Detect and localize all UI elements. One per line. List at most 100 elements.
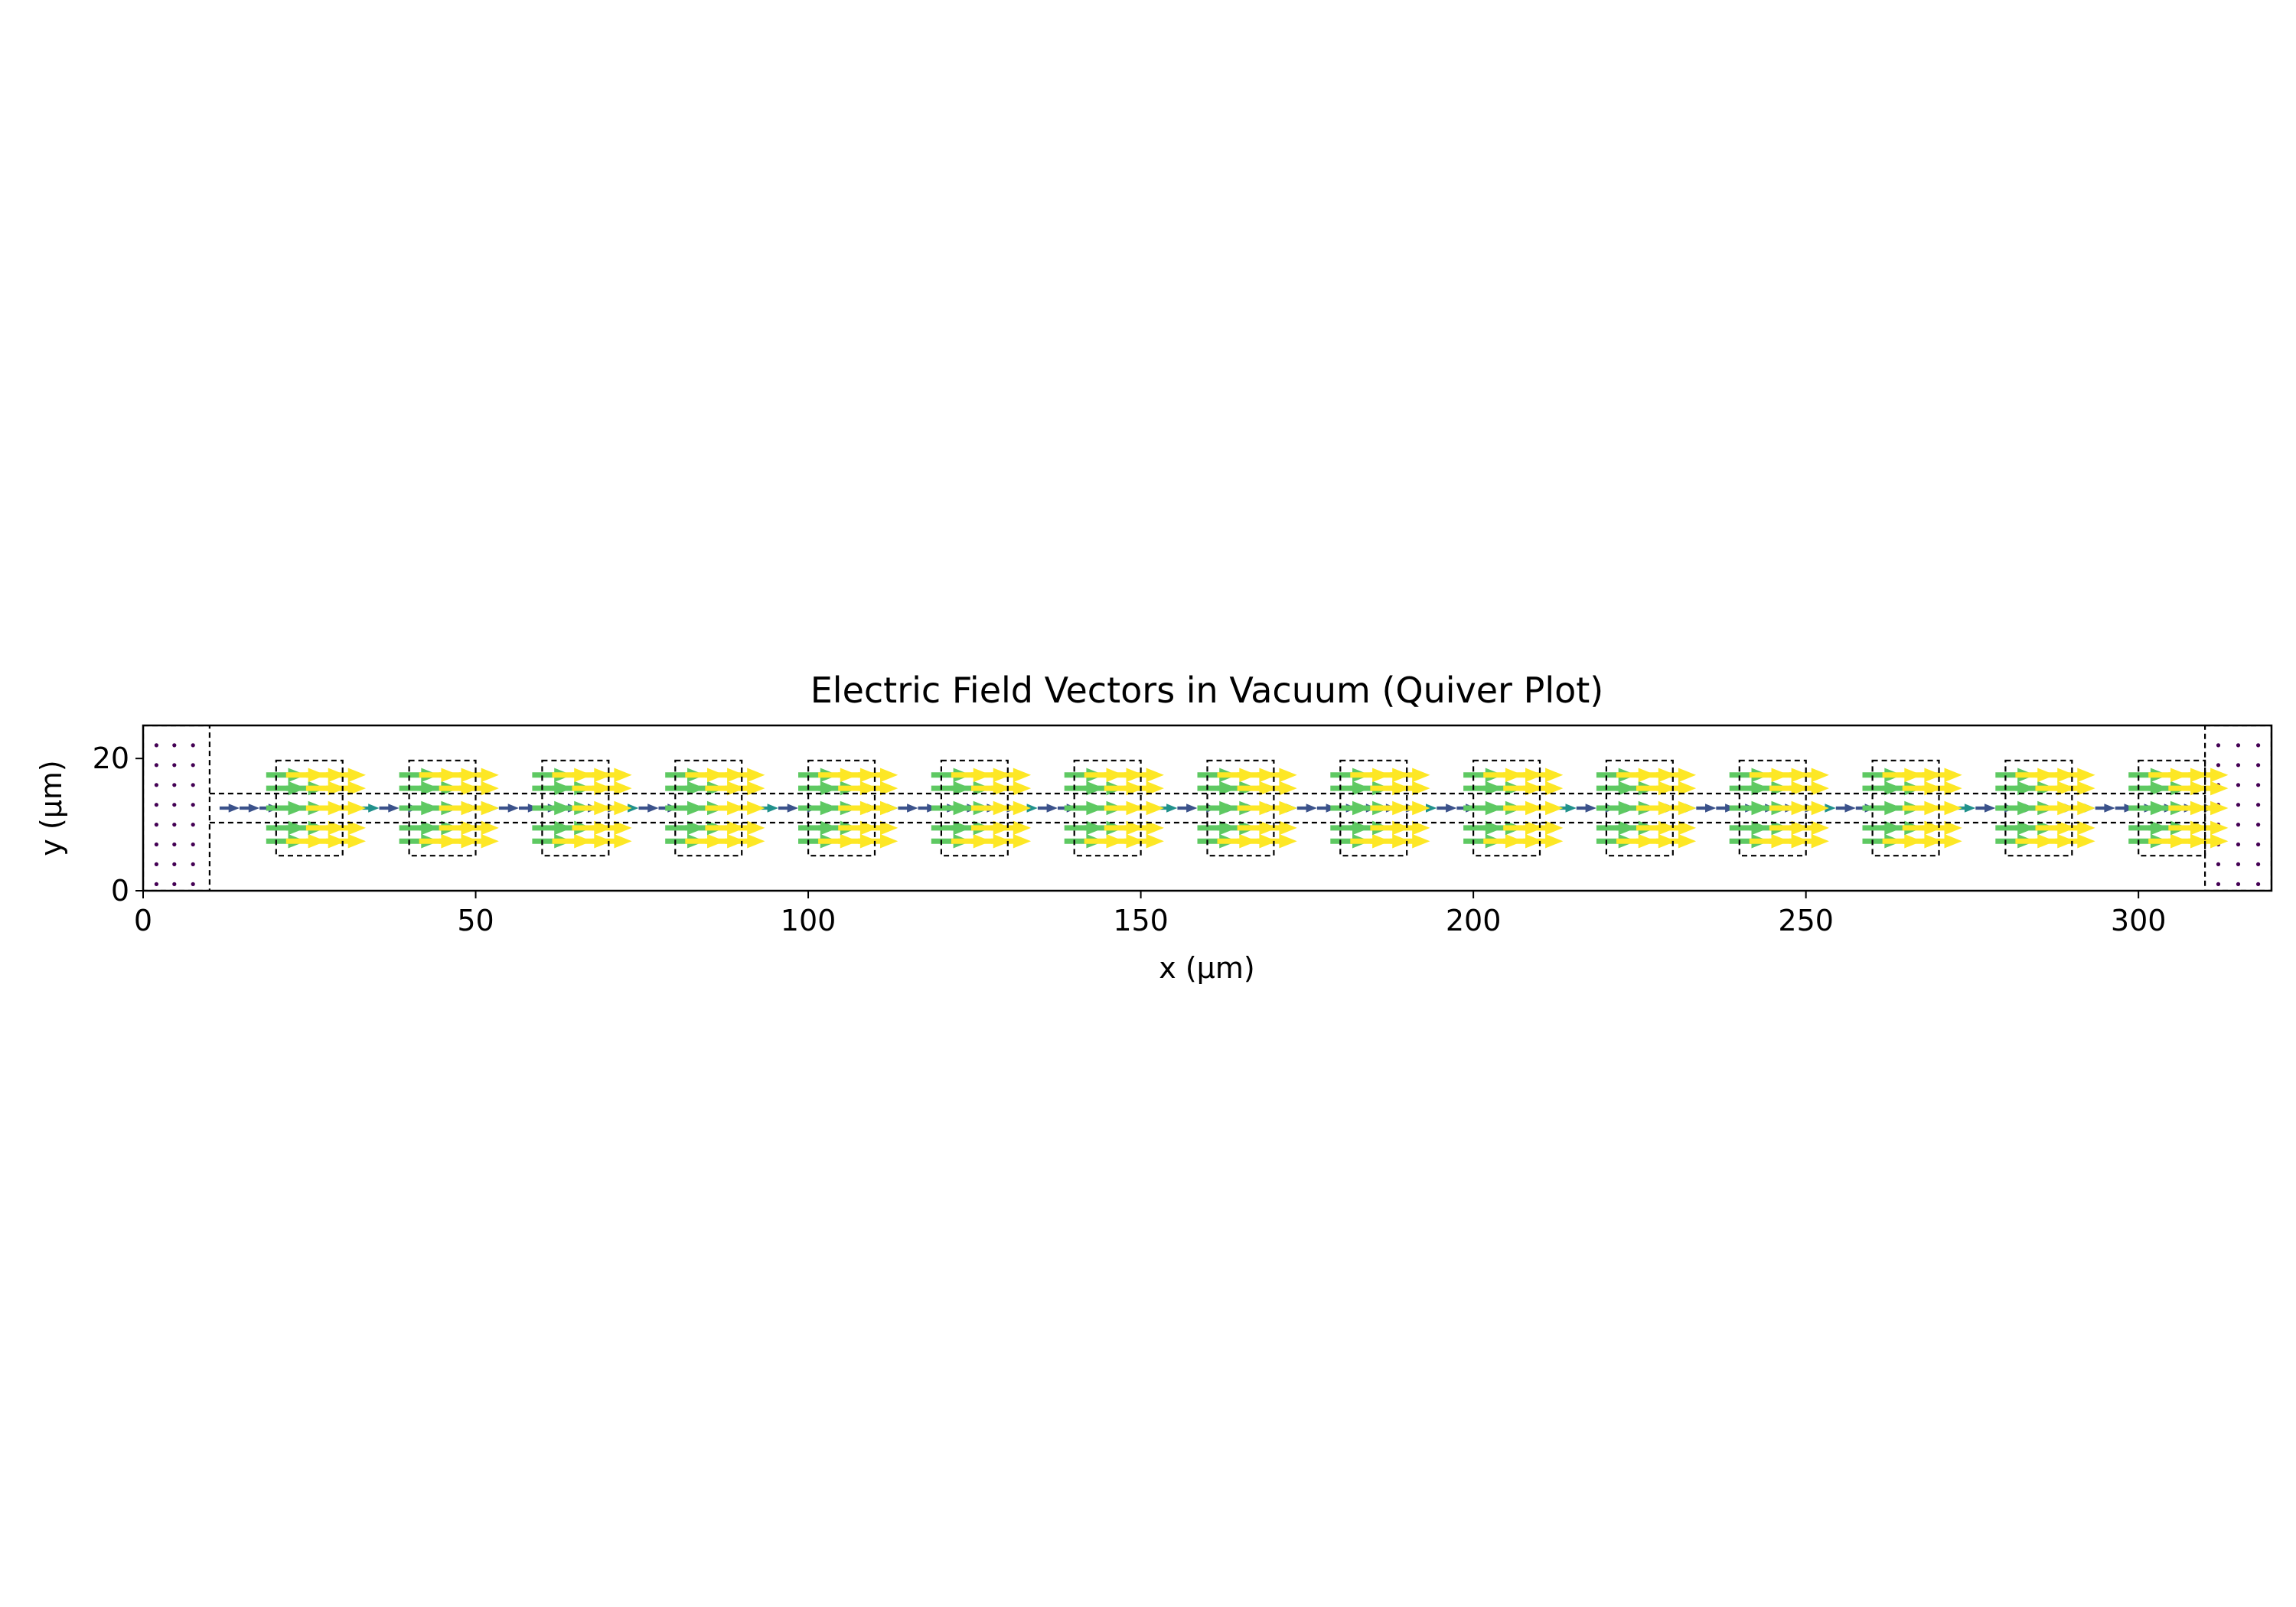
left-electrode-vector-dot [172,842,177,847]
chamber-field-vector [1995,768,2036,783]
chamber-field-vector [1749,781,1789,796]
chamber-field-vector [1636,833,1676,849]
chamber-field-vector [665,833,706,849]
chamber-outline [1073,759,1142,857]
chamber-field-vector [725,768,765,783]
chamber-field-vector [2015,781,2056,796]
chamber-field-vector [951,800,991,816]
chamber-field-vector [931,781,971,796]
chamber-field-vector [1124,800,1164,816]
chamber-field-vector [1503,833,1544,849]
channel-field-vector [359,804,380,813]
chamber-field-vector [1084,833,1124,849]
left-electrode-vector-dot [172,743,177,748]
chamber-field-vector [1217,820,1257,836]
chamber-field-vector [399,800,439,816]
right-electrode-vector-dot [2216,862,2221,866]
chamber-field-vector [285,781,326,796]
channel-field-vector [1177,804,1198,813]
chamber-field-vector [285,820,326,836]
chamber-field-vector [665,781,706,796]
chamber-field-vector [991,768,1032,783]
left-electrode-outline [143,725,211,891]
left-electrode-vector-dot [191,862,195,866]
chamber-field-vector [2188,768,2229,783]
chamber-field-vector [1104,800,1144,816]
right-electrode-vector-dot [2216,763,2221,768]
chamber-field-vector [326,833,366,849]
right-electrode-vector-dot [2256,743,2261,748]
channel-field-vector [918,804,938,813]
chamber-field-vector [665,800,706,816]
x-tick-label: 0 [134,904,152,937]
chamber-field-vector [572,781,612,796]
chamber-field-vector [572,820,612,836]
chamber-field-vector [1390,781,1430,796]
chamber-outline [1738,759,1807,857]
chamber-field-vector [818,820,859,836]
chamber-field-vector [1503,800,1544,816]
right-electrode-vector-dot [2216,743,2221,748]
chamber-field-vector [798,768,838,783]
chamber-field-vector [1596,833,1636,849]
chamber-field-vector [1503,781,1544,796]
left-electrode-vector-dot [172,823,177,827]
chamber-field-vector [1729,781,1769,796]
chamber-field-vector [592,820,632,836]
chamber-field-vector [1217,768,1257,783]
channel-field-vector [1296,804,1317,813]
x-tick-label: 100 [781,904,837,937]
x-tick-label: 300 [2111,904,2167,937]
chamber-field-vector [951,781,991,796]
chamber-field-vector [2055,820,2095,836]
chamber-field-vector [1789,781,1829,796]
right-electrode-vector-dot [2236,763,2241,768]
chamber-field-vector [1350,800,1391,816]
chamber-field-vector [1104,820,1144,836]
left-electrode-vector-dot [154,803,158,807]
chamber-field-vector [285,800,326,816]
chamber-field-vector [1503,768,1544,783]
channel-field-vector [1556,804,1577,813]
right-electrode-vector-dot [2256,783,2261,787]
chamber-field-vector [1636,820,1676,836]
chamber-field-vector [1862,781,1903,796]
left-electrode-vector-dot [191,783,195,787]
chamber-field-vector [1729,833,1769,849]
left-electrode-vector-dot [191,882,195,886]
chamber-field-vector [2188,820,2229,836]
chamber-field-vector [1523,820,1564,836]
chamber-field-vector [326,768,366,783]
chamber-field-vector [725,820,765,836]
chamber-field-vector [1656,820,1697,836]
chamber-field-vector [1217,800,1257,816]
chamber-field-vector [2148,820,2189,836]
chamber-field-vector [1789,800,1829,816]
chamber-field-vector [991,800,1032,816]
channel-field-vector [1576,804,1596,813]
chamber-field-vector [818,800,859,816]
chamber-field-vector [1350,781,1391,796]
chamber-field-vector [858,833,899,849]
axes-frame [142,724,2273,892]
chamber-field-vector [1350,820,1391,836]
chamber-field-vector [1789,768,1829,783]
chamber-field-vector [1257,768,1297,783]
left-electrode-vector-dot [154,763,158,768]
chamber-field-vector [1882,800,1923,816]
chamber-outline [1871,759,1940,857]
chamber-field-vector [1217,833,1257,849]
chamber-field-vector [2035,833,2076,849]
chamber-field-vector [1237,833,1277,849]
chamber-field-vector [931,768,971,783]
chamber-field-vector [572,833,612,849]
left-electrode-vector-dot [191,743,195,748]
chamber-field-vector [1596,800,1636,816]
chamber-field-vector [1922,781,1962,796]
chamber-field-vector [1922,800,1962,816]
chamber-field-vector [1104,768,1144,783]
chamber-field-vector [1656,768,1697,783]
left-electrode-vector-dot [154,842,158,847]
chamber-field-vector [1596,781,1636,796]
chamber-field-vector [2055,833,2095,849]
